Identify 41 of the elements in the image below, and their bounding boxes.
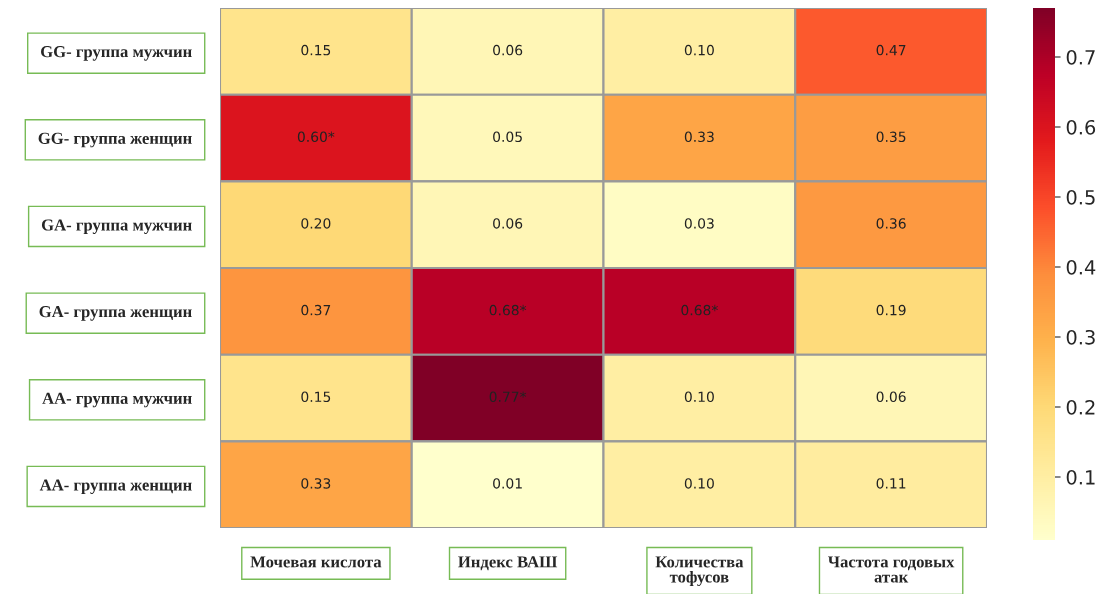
data-label: 0.33 <box>684 131 714 143</box>
color-bar-label: 0.2 <box>1066 399 1095 415</box>
data-label: 0.37 <box>301 304 331 316</box>
data-label: 0.60* <box>297 131 335 143</box>
data-label: 0.36 <box>876 218 906 229</box>
data-label: 0.05 <box>493 131 522 143</box>
color-bar-label: 0.5 <box>1066 189 1095 205</box>
y-tick-label: GG- группа женщин <box>38 132 192 148</box>
x-tick-label: Индекс ВАШ <box>458 556 558 571</box>
color-bar-label: 0.1 <box>1066 469 1095 485</box>
y-tick-label: GA- группа мужчин <box>41 219 192 235</box>
data-label: 0.11 <box>876 478 906 489</box>
data-label: 0.35 <box>876 131 906 143</box>
data-label: 0.33 <box>301 478 331 489</box>
data-label: 0.77* <box>489 391 527 403</box>
data-label: 0.19 <box>876 304 906 316</box>
data-label: 0.01 <box>493 478 522 489</box>
data-label: 0.68* <box>681 304 718 316</box>
data-label: 0.68* <box>489 304 527 316</box>
x-tick-label: Частота годовых атак <box>828 556 955 583</box>
color-bar-label: 0.7 <box>1066 49 1095 65</box>
data-label: 0.20 <box>301 218 331 229</box>
y-tick-label: AA- группа мужчин <box>42 392 192 408</box>
color-bar-label: 0.3 <box>1066 329 1095 345</box>
x-tick-label: Мочевая кислота <box>250 556 382 568</box>
y-tick-label: GA- группа женщин <box>39 306 192 321</box>
color-bar-label: 0.6 <box>1066 119 1096 135</box>
data-label: 0.10 <box>684 391 714 403</box>
data-label: 0.06 <box>493 44 523 56</box>
y-tick-label: AA- группа женщин <box>39 479 192 495</box>
data-label: 0.15 <box>301 391 331 403</box>
x-tick-label: Количества тофусов <box>655 556 744 587</box>
data-label: 0.06 <box>876 391 906 403</box>
data-label: 0.06 <box>493 218 523 229</box>
data-label: 0.10 <box>684 478 714 489</box>
data-label: 0.15 <box>301 44 331 56</box>
data-label: 0.47 <box>876 44 906 56</box>
color-bar-label: 0.4 <box>1066 259 1096 275</box>
data-label: 0.03 <box>684 218 714 229</box>
y-tick-label: GG- группа мужчин <box>41 46 192 61</box>
data-label: 0.10 <box>684 44 714 56</box>
